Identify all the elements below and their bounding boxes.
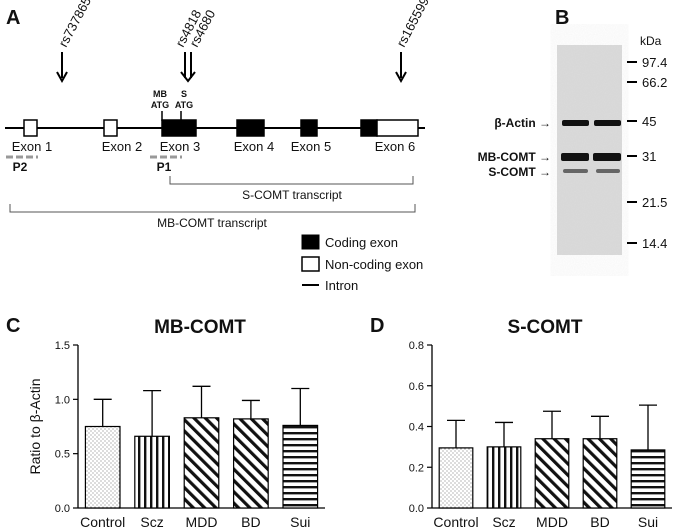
bar xyxy=(582,438,618,509)
x-tick-label: BD xyxy=(590,514,609,530)
y-tick-label: 0.0 xyxy=(55,503,70,515)
legend-label: Intron xyxy=(325,278,358,293)
y-tick-label: 1.5 xyxy=(55,340,70,352)
x-tick-label: Scz xyxy=(140,514,163,530)
marker-label: 21.5 xyxy=(642,195,667,210)
panel-letter: D xyxy=(370,315,384,337)
x-tick-label: Sui xyxy=(638,514,658,530)
gene-diagram: A rs737865 rs4818 rs4680 rs165599 MB ATG… xyxy=(5,0,432,293)
bar xyxy=(134,435,170,509)
x-tick-label: BD xyxy=(241,514,260,530)
y-axis-label: Ratio to β-Actin xyxy=(27,379,43,475)
band-label: S-COMT → xyxy=(488,165,551,179)
bar xyxy=(534,438,570,509)
y-tick-label: 0.5 xyxy=(55,449,70,461)
y-tick-label: 1.0 xyxy=(55,394,70,406)
x-tick-label: Control xyxy=(80,514,125,530)
y-tick-label: 0.4 xyxy=(409,422,424,434)
y-tick-label: 0.6 xyxy=(409,381,424,393)
x-tick-label: Sui xyxy=(290,514,310,530)
exon-label: Exon 2 xyxy=(102,139,142,154)
atg-label: ATG xyxy=(175,100,193,110)
y-tick-label: 0.2 xyxy=(409,462,424,474)
bar xyxy=(233,418,269,509)
unit-label: kDa xyxy=(640,34,662,48)
atg-label: ATG xyxy=(151,100,169,110)
x-tick-label: Scz xyxy=(492,514,515,530)
marker-label: 31 xyxy=(642,149,656,164)
snp-arrows xyxy=(56,52,407,84)
marker-label: 45 xyxy=(642,114,656,129)
exon-label: Exon 6 xyxy=(375,139,415,154)
promoter-label: P1 xyxy=(157,160,172,174)
exons xyxy=(23,119,419,137)
marker-label: 14.4 xyxy=(642,236,667,251)
band-label: MB-COMT → xyxy=(478,150,551,164)
exon-label: Exon 3 xyxy=(160,139,200,154)
atg-label: MB xyxy=(153,89,167,99)
bar xyxy=(282,424,319,509)
legend-label: Coding exon xyxy=(325,235,398,250)
y-tick-label: 0.0 xyxy=(409,503,424,515)
atg-label: S xyxy=(181,89,187,99)
x-tick-label: MDD xyxy=(186,514,218,530)
x-tick-label: MDD xyxy=(536,514,568,530)
marker-label: 97.4 xyxy=(642,55,667,70)
promoter-label: P2 xyxy=(13,160,28,174)
x-tick-label: Control xyxy=(433,514,478,530)
panel-letter: B xyxy=(555,7,569,29)
bar xyxy=(486,446,522,509)
exon-label: Exon 4 xyxy=(234,139,274,154)
exon-label: Exon 1 xyxy=(12,139,52,154)
snp-label: rs165599 xyxy=(393,0,432,49)
chart-title: MB-COMT xyxy=(154,317,246,338)
snp-label: rs737865 xyxy=(55,0,94,49)
chart-title: S-COMT xyxy=(508,317,583,338)
legend-label: Non-coding exon xyxy=(325,257,423,272)
transcript-label: S-COMT transcript xyxy=(242,188,342,202)
bar xyxy=(183,417,220,509)
marker-label: 66.2 xyxy=(642,75,667,90)
y-tick-label: 0.8 xyxy=(409,340,424,352)
band-label: β-Actin → xyxy=(494,116,551,130)
western-blot: B kDa 97.4 66.2 45 31 21.5 14.4 β-Actin … xyxy=(478,7,667,255)
panel-letter: C xyxy=(6,315,20,337)
bar xyxy=(630,449,666,509)
transcript-label: MB-COMT transcript xyxy=(157,216,267,230)
bar xyxy=(438,447,474,509)
exon-label: Exon 5 xyxy=(291,139,331,154)
panel-letter: A xyxy=(6,7,20,29)
bar xyxy=(84,425,121,509)
